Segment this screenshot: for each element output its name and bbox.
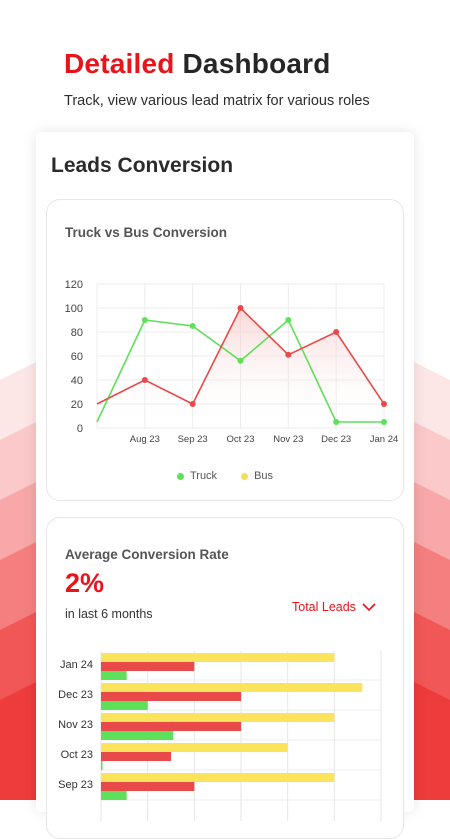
legend-dot-truck xyxy=(176,472,184,480)
bar-0 xyxy=(101,773,335,782)
bar-0 xyxy=(101,683,363,692)
bar-2 xyxy=(101,761,103,770)
category-label: Nov 23 xyxy=(58,719,93,731)
bar-0 xyxy=(101,653,335,662)
bus-area xyxy=(97,308,384,428)
x-tick-label: Sep 23 xyxy=(178,434,208,445)
x-tick-label: Nov 23 xyxy=(273,434,303,445)
dropdown-label: Total Leads xyxy=(292,600,356,614)
point-truck xyxy=(333,419,340,425)
x-tick-label: Aug 23 xyxy=(130,434,160,445)
point-truck xyxy=(381,419,387,425)
point-bus xyxy=(141,377,148,383)
bar-2 xyxy=(101,731,174,740)
bar-1 xyxy=(101,722,241,731)
y-tick-label: 0 xyxy=(77,423,83,435)
line-chart: 0 20 40 60 80 100 120 Aug 23 Sep 23 Oct 23 Nov 23 D… xyxy=(65,279,399,445)
point-bus xyxy=(237,305,244,311)
bar-1 xyxy=(101,782,195,791)
point-truck xyxy=(141,317,148,323)
x-tick-label: Jan 24 xyxy=(370,434,399,445)
bar-chart: Jan 24 Dec 23 Nov 23 Oct 23 Sep 23 xyxy=(58,651,382,821)
point-bus xyxy=(381,401,387,407)
y-tick-label: 80 xyxy=(71,327,83,339)
point-truck xyxy=(285,317,292,323)
point-bus xyxy=(189,401,196,407)
category-label: Sep 23 xyxy=(58,779,93,791)
page-subtitle: Track, view various lead matrix for vari… xyxy=(64,93,370,109)
point-truck xyxy=(189,323,196,329)
conversion-rate-value: 2% xyxy=(65,568,105,598)
page-title: Detailed Dashboard xyxy=(64,48,331,80)
category-label: Oct 23 xyxy=(61,749,93,761)
legend-dot-bus xyxy=(241,472,249,480)
point-truck xyxy=(237,357,244,364)
total-leads-dropdown[interactable]: Total Leads xyxy=(292,600,376,614)
page-title-rest: Dashboard xyxy=(182,48,331,79)
point-bus xyxy=(333,329,340,335)
legend-label-bus: Bus xyxy=(254,470,274,482)
chevron-down-icon xyxy=(362,603,376,612)
leads-conversion-card: Leads Conversion Truck vs Bus Conversion… xyxy=(36,132,414,839)
category-label: Dec 23 xyxy=(58,689,93,701)
average-conversion-panel: Average Conversion Rate 2% in last 6 mon… xyxy=(46,517,404,839)
bar-1 xyxy=(101,662,195,671)
y-tick-label: 20 xyxy=(71,399,83,411)
y-tick-label: 120 xyxy=(65,279,83,291)
bar-0 xyxy=(101,743,288,752)
bar-1 xyxy=(101,692,241,701)
line-chart-title: Truck vs Bus Conversion xyxy=(65,225,228,240)
point-bus xyxy=(285,351,292,358)
bar-2 xyxy=(101,671,127,680)
x-tick-label: Dec 23 xyxy=(321,434,351,445)
card-title: Leads Conversion xyxy=(51,154,234,177)
y-tick-label: 60 xyxy=(71,351,83,363)
line-chart-legend: Truck Bus xyxy=(47,470,403,482)
legend-label-truck: Truck xyxy=(189,470,218,482)
truck-vs-bus-panel: Truck vs Bus Conversion 0 20 40 60 80 100 120 A… xyxy=(46,199,404,501)
rate-panel-title: Average Conversion Rate xyxy=(65,547,229,562)
category-label: Jan 24 xyxy=(60,659,93,671)
conversion-rate-caption: in last 6 months xyxy=(65,607,153,621)
legend-item-bus[interactable]: Bus xyxy=(241,470,273,482)
bar-2 xyxy=(101,791,127,800)
legend-item-truck[interactable]: Truck xyxy=(176,470,218,482)
bar-1 xyxy=(101,752,171,761)
page-title-accent: Detailed xyxy=(64,48,175,79)
bar-0 xyxy=(101,713,335,722)
x-tick-label: Oct 23 xyxy=(227,434,255,445)
bar-2 xyxy=(101,701,148,710)
y-tick-label: 100 xyxy=(65,303,83,315)
y-tick-label: 40 xyxy=(71,375,83,387)
